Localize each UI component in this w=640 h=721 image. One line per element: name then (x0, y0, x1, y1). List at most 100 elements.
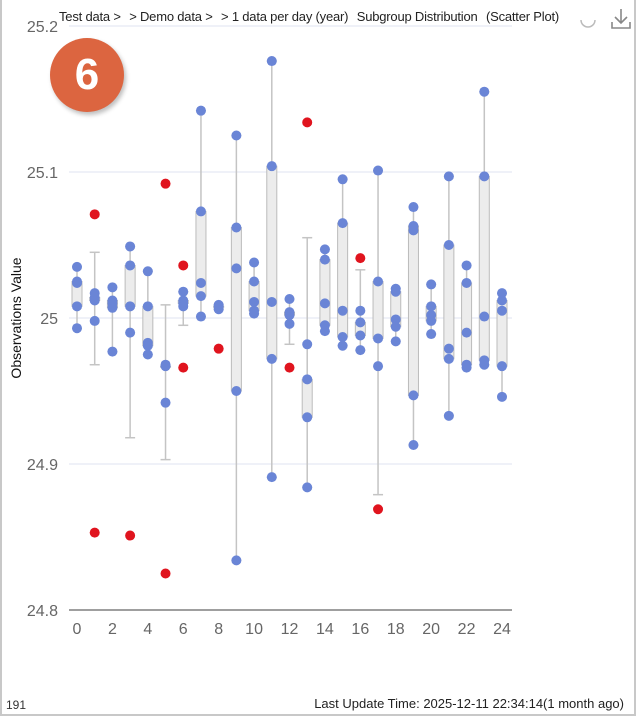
data-point (390, 321, 401, 332)
data-point (107, 282, 118, 293)
box (301, 378, 313, 418)
x-tick-label: 12 (281, 621, 299, 638)
data-point (178, 286, 189, 297)
record-count: 191 (6, 698, 27, 712)
data-point (408, 390, 419, 401)
data-point (426, 279, 437, 290)
data-point (302, 412, 313, 423)
data-point (249, 308, 260, 319)
outlier-point (89, 527, 100, 538)
x-tick-label: 24 (493, 621, 511, 638)
chart-title: Subgroup Distribution (356, 9, 478, 24)
data-point (266, 161, 277, 172)
breadcrumb-demo-data[interactable]: > Demo data > (129, 9, 213, 24)
data-point (125, 241, 136, 252)
data-point (231, 555, 242, 566)
data-point (160, 397, 171, 408)
box (337, 222, 349, 338)
data-point (497, 288, 507, 299)
data-point (231, 386, 242, 396)
data-point (213, 304, 224, 315)
data-point (426, 329, 437, 340)
data-point (125, 260, 136, 271)
data-point (479, 359, 490, 370)
data-point (178, 301, 189, 312)
data-point (284, 294, 295, 305)
x-tick-label: 4 (143, 621, 152, 638)
data-point (443, 410, 454, 421)
data-point (426, 301, 437, 312)
step-badge: 6 (50, 38, 124, 112)
data-point (443, 240, 454, 250)
data-point (302, 339, 313, 350)
outlier-point (302, 117, 313, 128)
outlier-point (125, 530, 136, 541)
data-point (284, 318, 295, 329)
x-tick-label: 14 (316, 621, 334, 638)
data-point (479, 86, 490, 97)
y-tick-label: 24.9 (27, 457, 58, 474)
data-point (284, 310, 295, 321)
outlier-point (284, 362, 295, 373)
data-point (249, 296, 260, 307)
last-update-time: Last Update Time: 2025-12-11 22:34:14(1 … (314, 696, 624, 711)
data-point (337, 218, 348, 229)
box (230, 226, 242, 392)
data-point (390, 286, 401, 297)
data-point (125, 301, 136, 312)
data-point (408, 225, 419, 236)
data-point (426, 315, 437, 326)
y-axis-title: Observations Value (8, 257, 24, 378)
data-point (266, 56, 277, 67)
outlier-point (178, 362, 189, 373)
data-point (249, 257, 260, 268)
data-point (319, 254, 330, 265)
data-point (231, 130, 242, 141)
breadcrumb-dataset[interactable]: > 1 data per day (year) (221, 9, 349, 24)
outlier-point (160, 568, 171, 579)
data-point (390, 314, 401, 325)
data-point (195, 206, 206, 217)
data-point (461, 362, 472, 373)
data-point (443, 171, 454, 182)
data-point (443, 353, 454, 364)
settings-icon[interactable] (575, 6, 601, 32)
data-point (373, 333, 384, 344)
y-tick-label: 25 (40, 311, 58, 328)
data-point (319, 326, 330, 337)
data-point (72, 301, 82, 312)
y-tick-label: 24.8 (27, 603, 58, 620)
data-point (231, 263, 242, 274)
data-point (72, 323, 82, 334)
data-point (302, 374, 313, 385)
box (319, 259, 331, 326)
breadcrumb: Test data > > Demo data > > 1 data per d… (59, 9, 564, 24)
x-tick-label: 10 (245, 621, 263, 638)
outlier-point (355, 253, 366, 264)
outlier-point (213, 343, 224, 354)
data-point (373, 165, 384, 176)
outlier-point (89, 209, 100, 220)
y-tick-label: 25.2 (27, 19, 58, 36)
breadcrumb-test-data[interactable]: Test data > (59, 9, 121, 24)
data-point (107, 346, 118, 357)
data-point (443, 343, 454, 354)
y-tick-label: 25.1 (27, 165, 58, 182)
x-tick-label: 6 (179, 621, 188, 638)
data-point (160, 361, 171, 372)
data-point (337, 305, 348, 316)
download-icon[interactable] (608, 6, 634, 32)
data-point (461, 277, 472, 288)
data-point (390, 336, 401, 347)
x-tick-label: 22 (458, 621, 476, 638)
data-point (355, 330, 366, 341)
data-point (107, 302, 118, 313)
data-point (461, 327, 472, 338)
x-tick-label: 0 (73, 621, 82, 638)
data-point (195, 105, 206, 116)
outlier-point (160, 178, 171, 189)
x-tick-label: 16 (351, 621, 369, 638)
x-tick-label: 8 (214, 621, 223, 638)
